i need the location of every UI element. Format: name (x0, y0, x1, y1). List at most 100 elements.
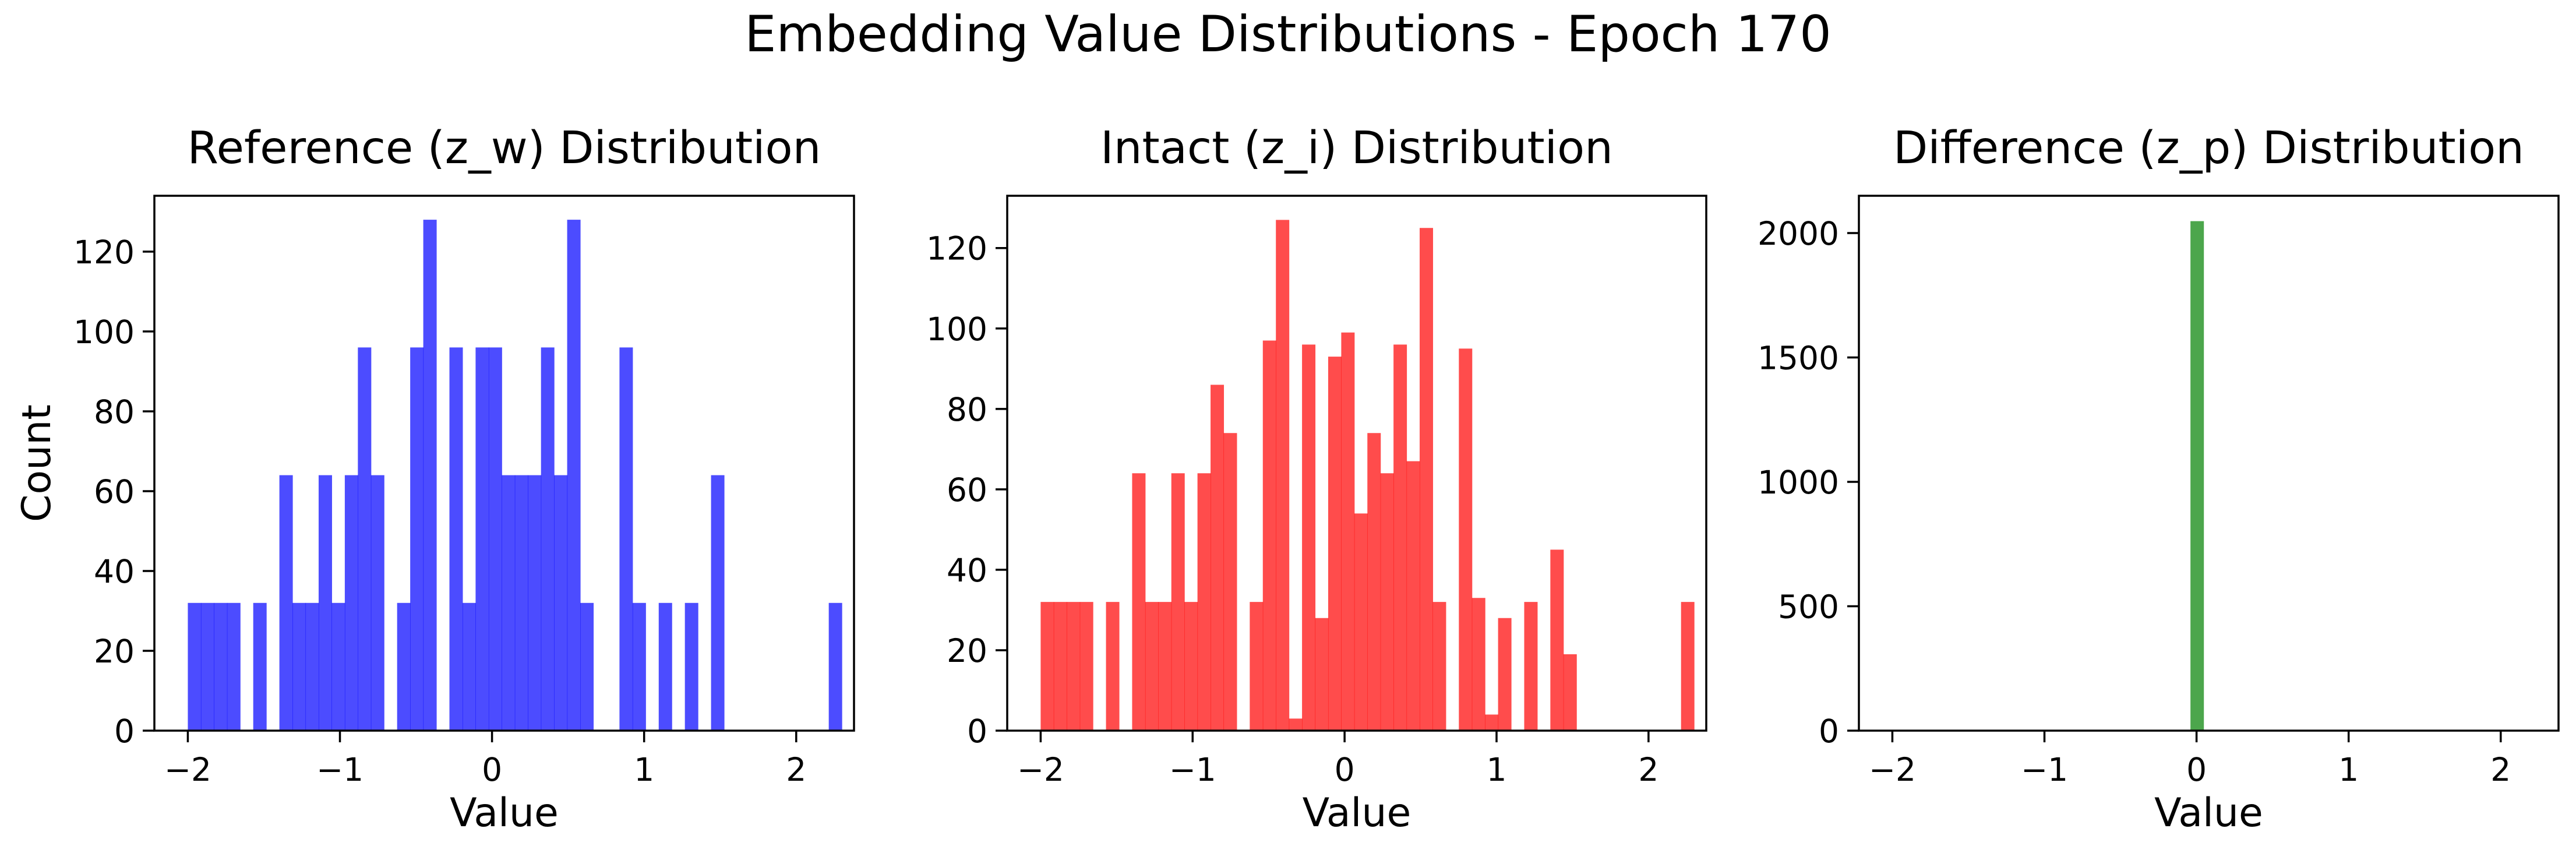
histogram-bar (188, 602, 202, 731)
y-tick-label: 60 (947, 471, 987, 509)
histogram-bar (514, 475, 528, 731)
x-axis-label: Value (2154, 790, 2263, 836)
y-tick-label: 2000 (1758, 215, 1839, 252)
y-tick-label: 1500 (1758, 340, 1839, 377)
y-tick-label: 100 (73, 313, 135, 351)
x-tick-label: −2 (164, 751, 211, 788)
y-axis-label: Count (14, 404, 60, 522)
histogram-bar (1040, 602, 1054, 731)
histogram-bar (214, 602, 228, 731)
histogram-bar (1106, 602, 1120, 731)
x-tick-label: 0 (2186, 751, 2207, 788)
histogram-bar (331, 602, 345, 731)
histogram-bar (1406, 461, 1420, 731)
panel-3: Difference (z_p) Distribution −2 −1 0 1 2 0 500… (1758, 122, 2560, 836)
histogram-bar (1420, 228, 1433, 731)
histogram-bar (292, 602, 306, 731)
histogram-bar (1472, 598, 1485, 731)
histogram-bar (1132, 473, 1146, 731)
histogram-bar (318, 475, 332, 731)
histogram-bar (1681, 602, 1695, 731)
histogram-bar (528, 475, 542, 731)
histogram-bar (502, 475, 516, 731)
x-axis-label: Value (1303, 790, 1411, 836)
histogram-bar (684, 602, 698, 731)
histogram-bar (1341, 332, 1355, 731)
histogram-bar (344, 475, 358, 731)
histogram-bar (370, 475, 384, 731)
histogram-bar (1393, 344, 1407, 731)
histogram-bar (632, 602, 646, 731)
y-tick-label: 20 (94, 633, 135, 670)
histogram-bar (1485, 714, 1499, 731)
histogram-bar (305, 602, 319, 731)
y-tick-label: 500 (1778, 588, 1839, 626)
histogram-bar (462, 602, 476, 731)
y-tick-label: 120 (926, 230, 987, 267)
histogram-bar (1367, 433, 1381, 731)
panel-title: Difference (z_p) Distribution (1893, 122, 2524, 174)
panel-title: Intact (z_i) Distribution (1100, 122, 1613, 174)
histogram-bar (1184, 602, 1198, 731)
histogram-bar (1211, 385, 1225, 731)
panel-2: Intact (z_i) Distribution−2 −1 0 1 202040608… (926, 122, 1707, 836)
x-tick-label: 1 (634, 751, 654, 788)
histogram-bar (1158, 602, 1172, 731)
x-tick-label: 0 (482, 751, 502, 788)
histogram-bar (567, 220, 581, 731)
histogram-bar (423, 220, 437, 731)
histogram-bar (1079, 602, 1093, 731)
figure-title: Embedding Value Distributions - Epoch 17… (744, 5, 1832, 64)
histogram-bar (200, 602, 214, 731)
y-tick-label: 100 (926, 311, 987, 348)
histogram-bar (410, 347, 424, 731)
histogram-bar (1289, 718, 1303, 731)
histogram-bar (1315, 618, 1329, 731)
x-tick-label: 1 (2338, 751, 2359, 788)
histogram-bar (1262, 340, 1276, 731)
histogram-bar (554, 475, 568, 731)
histogram-bar (1053, 602, 1067, 731)
histogram-bar (2190, 221, 2204, 731)
panel-1: Reference (z_w) Distribution−2 −1 0 1 202040… (14, 122, 855, 836)
y-tick-label: 20 (947, 632, 987, 669)
histogram-bar (1250, 602, 1264, 731)
x-tick-label: 0 (1335, 751, 1355, 788)
y-tick-label: 120 (73, 234, 135, 271)
x-axis-label: Value (450, 790, 559, 836)
histogram-bar (1067, 602, 1081, 731)
x-tick-label: 2 (786, 751, 806, 788)
histogram-bar (1223, 433, 1237, 731)
axes-frame (153, 195, 855, 732)
panel-title: Reference (z_w) Distribution (188, 122, 821, 174)
histogram-bar (1432, 602, 1446, 731)
histogram-bar (358, 347, 372, 731)
axes-frame (1006, 195, 1707, 732)
histogram-bar (1459, 348, 1473, 731)
histogram-bar (1380, 473, 1394, 731)
x-tick-label: −1 (1169, 751, 1216, 788)
histogram-bar (279, 475, 293, 731)
histogram-bar (541, 347, 555, 731)
x-tick-label: −1 (2021, 751, 2068, 788)
histogram-bar (475, 347, 489, 731)
y-tick-label: 0 (1819, 713, 1839, 750)
x-tick-label: −2 (1869, 751, 1916, 788)
y-tick-label: 40 (94, 553, 135, 590)
histogram-bar (619, 347, 633, 731)
histogram-bar (711, 475, 725, 731)
histogram-bar (1328, 357, 1342, 731)
x-tick-label: 2 (2490, 751, 2511, 788)
histogram-bar (1145, 602, 1159, 731)
histogram-bar (1524, 602, 1538, 731)
histogram-bar (1563, 654, 1577, 731)
y-tick-label: 0 (114, 713, 135, 750)
histogram-bar (227, 602, 241, 731)
histogram-bar (1550, 549, 1564, 731)
histogram-bar (1171, 473, 1185, 731)
histogram-bar (828, 602, 842, 731)
y-tick-label: 80 (947, 391, 987, 428)
x-tick-label: −2 (1017, 751, 1064, 788)
y-tick-label: 60 (94, 473, 135, 510)
